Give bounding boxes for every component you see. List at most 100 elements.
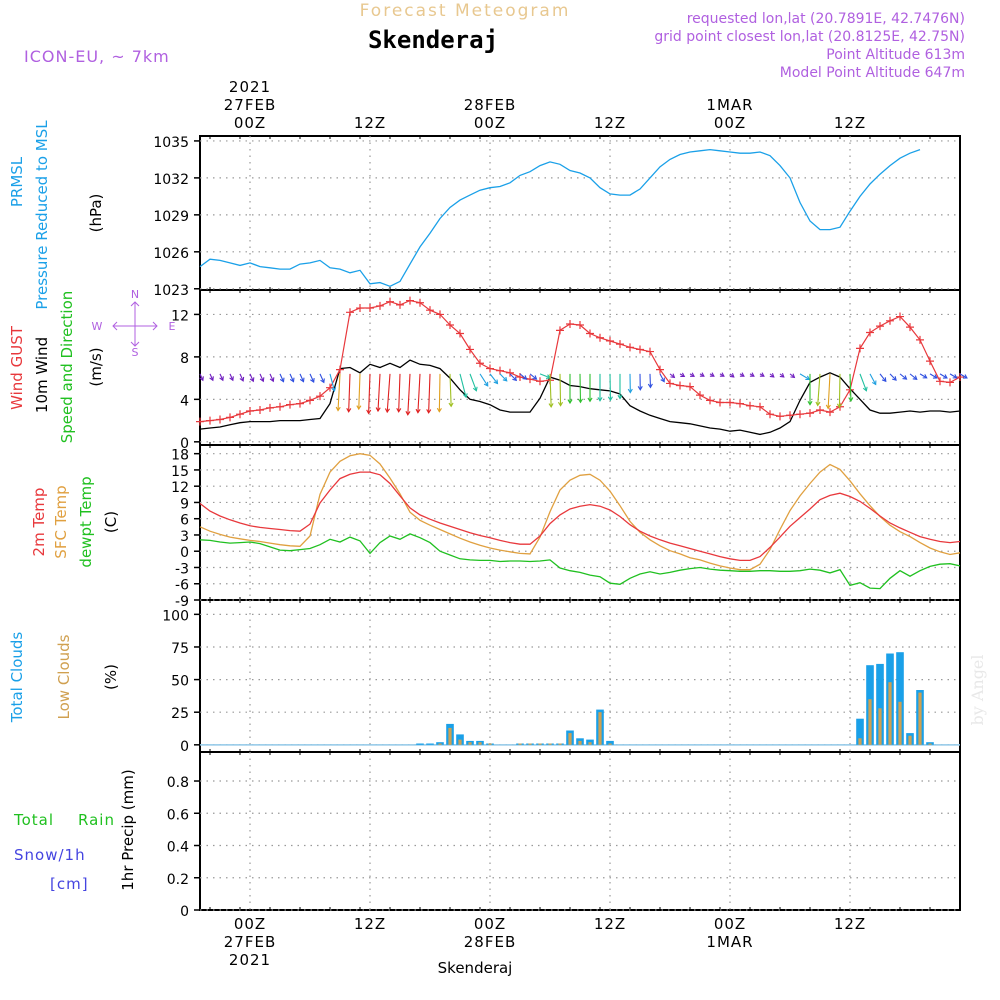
wind-arrowhead (239, 376, 245, 382)
gust-marker (356, 304, 364, 313)
wind-direction-arrow (539, 373, 551, 379)
gust-marker (256, 405, 264, 414)
wind-direction-arrow (499, 373, 508, 382)
wind-direction-arrow (899, 373, 907, 380)
gust-marker (536, 377, 544, 386)
temp-2m-label: 2m Temp (30, 488, 48, 557)
total-clouds-label: Total Clouds (8, 632, 26, 724)
compass-arrows-icon (112, 301, 158, 347)
gust-marker (706, 396, 714, 405)
gust-marker (756, 402, 764, 411)
wind-arrowhead (881, 377, 887, 383)
wind-arrowhead (472, 386, 478, 392)
wind-direction-arrow (279, 373, 285, 382)
gust-marker (606, 336, 614, 345)
wind-arrowhead (587, 397, 593, 403)
wind-arrowhead (199, 376, 204, 382)
wind-arrowhead (647, 383, 653, 389)
wind-direction-arrow (368, 373, 371, 414)
gust-marker (496, 366, 504, 375)
low-cloud-bar (588, 742, 592, 745)
wind-arrowhead (627, 388, 633, 394)
y-tick-label: 0.2 (167, 872, 189, 888)
bottom-time-label: 00Z (474, 915, 506, 933)
wind-direction-arrow (939, 373, 948, 379)
wind-arrowhead (848, 397, 854, 403)
wind-direction-arrow (358, 373, 361, 410)
wind-arrowhead (249, 377, 255, 383)
low-cloud-bar (918, 692, 922, 745)
wind-series (196, 296, 968, 436)
gust-marker (476, 359, 484, 368)
wind-direction-arrow (337, 373, 341, 411)
compass-e: E (169, 320, 176, 333)
wind-arrowhead (912, 375, 918, 380)
wind-arrowhead (815, 401, 821, 407)
wind-arrowhead (366, 409, 372, 415)
gust-marker (806, 409, 814, 418)
low-cloud-bar (928, 743, 932, 745)
gust-marker (686, 382, 694, 391)
low-cloud-bar (448, 727, 452, 745)
y-tick-label: 100 (162, 608, 189, 624)
y-tick-label: -3 (175, 561, 189, 577)
precip-cm-label: [cm] (50, 875, 89, 893)
pressure-unit: (hPa) (87, 194, 105, 233)
y-tick-label: 15 (171, 464, 189, 480)
top-time-label: 12Z (834, 114, 866, 132)
low-cloud-bar (558, 743, 562, 745)
wind-direction-arrow (209, 373, 214, 381)
gust-marker (486, 364, 494, 373)
top-time-label: 00Z (714, 114, 746, 132)
top-time-label: 27FEB (224, 96, 276, 114)
gust-marker (636, 345, 644, 354)
y-tick-label: 0.6 (167, 807, 189, 823)
gust-marker (586, 329, 594, 338)
temp-dewpt-label: dewpt Temp (77, 476, 95, 567)
wind-arrowhead (557, 401, 564, 407)
gust-marker (386, 297, 394, 306)
wind-compass: N S W E (92, 288, 176, 359)
wind-gust-line (199, 299, 961, 423)
top-time-label: 12Z (594, 114, 626, 132)
y-tick-label: 0 (180, 904, 189, 920)
wind-arrowhead (356, 405, 362, 411)
wind-direction-arrow (929, 373, 938, 379)
wind-arrowhead (805, 375, 811, 380)
wind-direction-arrow (519, 373, 527, 380)
top-time-label: 1MAR (706, 96, 753, 114)
wind-arrowhead (289, 377, 295, 383)
wind-direction-arrow (386, 373, 391, 413)
gust-marker (206, 416, 214, 425)
y-tick-label: 0.4 (167, 840, 189, 856)
panel-frame-cloud (199, 599, 961, 753)
wind-arrowhead (825, 404, 831, 410)
wind-arrowhead (299, 377, 305, 383)
gust-marker (576, 321, 584, 330)
point-altitude: Point Altitude 613m (826, 47, 965, 63)
y-tick-label: 1032 (153, 172, 189, 188)
gust-marker (326, 383, 334, 392)
total-cloud-bar (876, 663, 884, 745)
wind-arrowhead (436, 407, 442, 413)
panel-frame-precip (199, 751, 961, 911)
temperature-series (199, 453, 961, 590)
gust-marker (416, 298, 424, 307)
wind-direction-arrow (438, 373, 441, 412)
top-time-label: 00Z (234, 114, 266, 132)
wind-arrowhead (699, 372, 705, 377)
wind-arrowhead (871, 380, 877, 386)
wind-direction-arrow (329, 373, 335, 392)
low-cloud-bar (908, 735, 912, 745)
wind-speed-dir-label: Speed and Direction (58, 291, 76, 444)
low-cloud-bar (898, 701, 902, 745)
wind-direction-arrow (199, 373, 204, 381)
gust-marker (666, 379, 674, 388)
wind-arrowhead (660, 377, 665, 383)
y-tick-label: 1035 (153, 135, 189, 151)
wind-arrowhead (597, 397, 603, 402)
y-tick-label: 4 (180, 393, 189, 409)
wind-arrowhead (502, 376, 508, 382)
wind-arrowhead (279, 377, 285, 383)
